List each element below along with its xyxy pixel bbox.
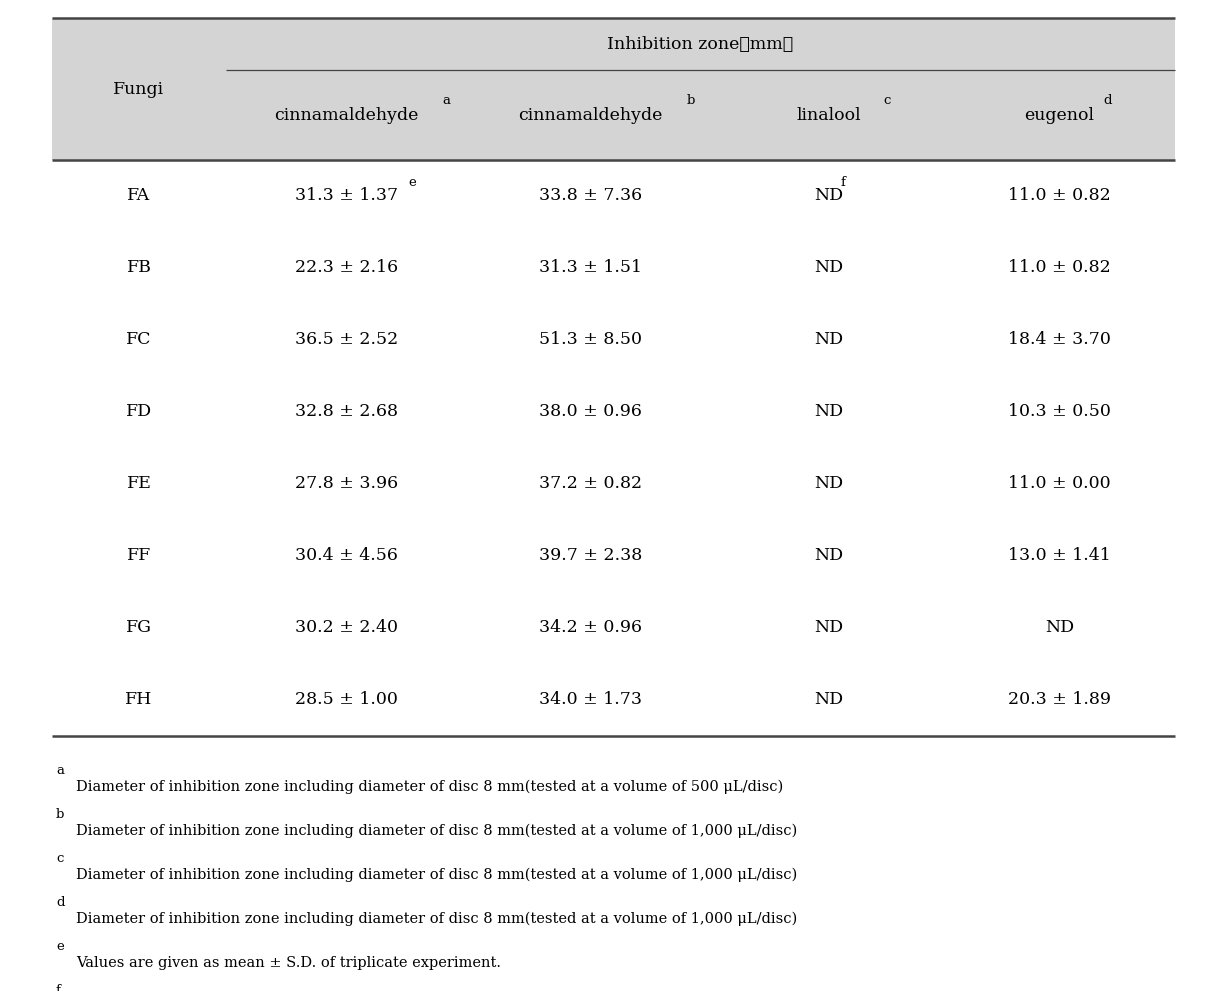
Text: Diameter of inhibition zone including diameter of disc 8 mm(tested at a volume o: Diameter of inhibition zone including di… [76, 824, 797, 838]
Text: 11.0 ± 0.82: 11.0 ± 0.82 [1008, 187, 1110, 204]
Text: 30.4 ± 4.56: 30.4 ± 4.56 [295, 547, 397, 565]
Text: 31.3 ± 1.51: 31.3 ± 1.51 [539, 260, 642, 276]
Text: Diameter of inhibition zone including diameter of disc 8 mm(tested at a volume o: Diameter of inhibition zone including di… [76, 868, 797, 882]
Text: a: a [56, 764, 64, 777]
Text: ND: ND [815, 547, 844, 565]
Text: FC: FC [126, 332, 152, 349]
Bar [53, 160, 1175, 736]
Text: FF: FF [127, 547, 152, 565]
Text: f: f [840, 175, 845, 188]
Text: FA: FA [127, 187, 150, 204]
Text: 33.8 ± 7.36: 33.8 ± 7.36 [539, 187, 642, 204]
Text: ND: ND [815, 260, 844, 276]
Text: 37.2 ± 0.82: 37.2 ± 0.82 [539, 476, 642, 493]
Text: cinnamaldehyde: cinnamaldehyde [519, 106, 663, 124]
Text: ND: ND [815, 332, 844, 349]
Text: 28.5 ± 1.00: 28.5 ± 1.00 [295, 692, 397, 709]
Text: FD: FD [126, 403, 152, 420]
Text: 11.0 ± 0.82: 11.0 ± 0.82 [1008, 260, 1110, 276]
Text: 10.3 ± 0.50: 10.3 ± 0.50 [1008, 403, 1110, 420]
Text: 22.3 ± 2.16: 22.3 ± 2.16 [295, 260, 397, 276]
Text: d: d [56, 896, 65, 909]
Text: FB: FB [126, 260, 152, 276]
Text: 20.3 ± 1.89: 20.3 ± 1.89 [1008, 692, 1110, 709]
Text: 11.0 ± 0.00: 11.0 ± 0.00 [1008, 476, 1110, 493]
Text: ND: ND [815, 476, 844, 493]
Text: ND: ND [815, 619, 844, 636]
Text: cinnamaldehyde: cinnamaldehyde [274, 106, 418, 124]
Text: 30.2 ± 2.40: 30.2 ± 2.40 [295, 619, 397, 636]
Text: linalool: linalool [796, 106, 861, 124]
Text: FE: FE [126, 476, 152, 493]
Text: 39.7 ± 2.38: 39.7 ± 2.38 [539, 547, 642, 565]
Text: 34.0 ± 1.73: 34.0 ± 1.73 [539, 692, 642, 709]
Text: Diameter of inhibition zone including diameter of disc 8 mm(tested at a volume o: Diameter of inhibition zone including di… [76, 912, 797, 927]
Text: 32.8 ± 2.68: 32.8 ± 2.68 [295, 403, 397, 420]
Text: d: d [1103, 94, 1112, 107]
Text: e: e [408, 175, 416, 188]
Text: FH: FH [125, 692, 153, 709]
Text: Inhibition zone（mm）: Inhibition zone（mm） [608, 36, 794, 53]
Text: 38.0 ± 0.96: 38.0 ± 0.96 [539, 403, 642, 420]
Text: 13.0 ± 1.41: 13.0 ± 1.41 [1008, 547, 1110, 565]
Text: 31.3 ± 1.37: 31.3 ± 1.37 [295, 187, 397, 204]
Text: 51.3 ± 8.50: 51.3 ± 8.50 [539, 332, 642, 349]
Text: 18.4 ± 3.70: 18.4 ± 3.70 [1008, 332, 1110, 349]
Text: c: c [56, 852, 64, 865]
Text: Fungi: Fungi [114, 80, 165, 97]
Text: ND: ND [815, 187, 844, 204]
Text: c: c [883, 94, 890, 107]
Text: 27.8 ± 3.96: 27.8 ± 3.96 [295, 476, 397, 493]
Bar [53, 18, 1175, 160]
Text: b: b [686, 94, 695, 107]
Text: Values are given as mean ± S.D. of triplicate experiment.: Values are given as mean ± S.D. of tripl… [76, 956, 501, 970]
Text: 34.2 ± 0.96: 34.2 ± 0.96 [539, 619, 642, 636]
Text: b: b [56, 808, 65, 821]
Text: a: a [443, 94, 450, 107]
Text: 36.5 ± 2.52: 36.5 ± 2.52 [295, 332, 399, 349]
Text: eugenol: eugenol [1025, 106, 1095, 124]
Text: Diameter of inhibition zone including diameter of disc 8 mm(tested at a volume o: Diameter of inhibition zone including di… [76, 780, 783, 795]
Text: ND: ND [815, 692, 844, 709]
Text: e: e [56, 940, 64, 953]
Text: FG: FG [126, 619, 152, 636]
Text: ND: ND [815, 403, 844, 420]
Text: f: f [56, 984, 61, 991]
Text: ND: ND [1044, 619, 1074, 636]
